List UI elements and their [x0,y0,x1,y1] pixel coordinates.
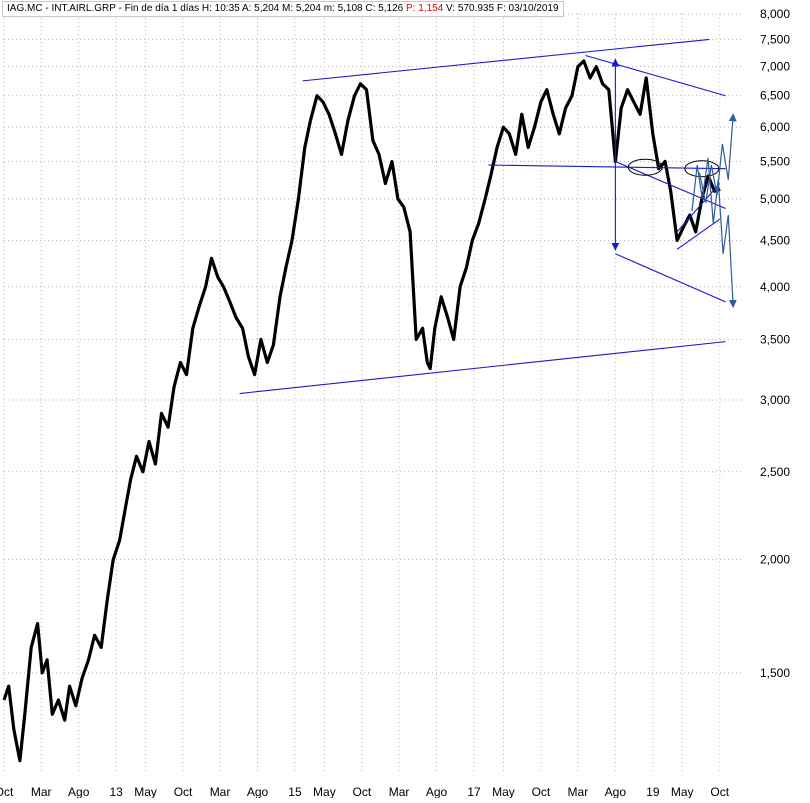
x-tick-label: Mar [389,785,410,798]
price-line [2,59,721,763]
x-tick-label: May [492,785,515,798]
highlight-ellipse [684,160,720,178]
trendline [676,218,721,250]
x-tick-label: Mar [31,785,52,798]
y-tick-label: 1,500 [760,666,790,680]
y-tick-label: 5,000 [760,192,790,206]
x-tick-label: Ago [247,785,269,798]
y-tick-label: 7,500 [760,32,790,46]
x-tick-label: Mar [568,785,589,798]
x-tick-label: 19 [646,785,660,798]
x-tick-label: May [313,785,336,798]
annotations [239,38,737,395]
y-tick-label: 2,000 [760,553,790,567]
header-close: C: 5,126 [365,3,404,14]
trendline [615,253,726,303]
projection-path [691,157,737,308]
x-tick-label: Oct [174,785,193,798]
x-tick-label: 15 [288,785,302,798]
y-axis: 8,000 7,500 7,000 6,500 6,000 5,500 5,000 4,500… [760,7,790,680]
y-tick-label: 4,000 [760,280,790,294]
trendline [585,54,726,97]
header-open: A: 5,204 [241,3,280,14]
x-axis: Oct Mar Ago 13 May Oct Mar Ago 15 May Oct Mar Ago 17 M… [0,785,730,799]
x-tick-label: 13 [110,785,124,798]
header-symbol: IAG.MC [7,3,43,14]
x-tick-label: 17 [467,785,481,798]
y-tick-label: 6,000 [760,120,790,134]
grid [3,13,742,774]
x-tick-label: May [671,785,694,798]
x-tick-label: Mar [210,785,231,798]
trendline [239,341,726,395]
header-interval: Fin de día 1 días [124,3,200,14]
x-tick-label: Oct [532,785,551,798]
y-tick-label: 4,500 [760,233,790,247]
x-tick-label: Oct [0,785,14,798]
highlight-ellipse [627,158,663,176]
x-tick-label: Ago [426,785,448,798]
x-tick-label: Oct [710,785,729,798]
projection-path [698,113,737,204]
header-high: M: 5,204 [282,3,321,14]
price-series [2,59,721,763]
x-tick-label: May [134,785,157,798]
y-tick-label: 3,000 [760,393,790,407]
header-low: m: 5,108 [323,3,363,14]
y-tick-label: 5,500 [760,154,790,168]
trendline [676,183,721,233]
x-tick-label: Ago [605,785,627,798]
x-tick-label: Oct [353,785,372,798]
x-tick-label: Ago [68,785,90,798]
y-tick-label: 8,000 [760,7,790,21]
trendline [615,160,726,210]
y-tick-label: 6,500 [760,89,790,103]
header-date: F: 03/10/2019 [496,3,559,14]
header-time: H: 10:35 [201,3,240,14]
y-tick-label: 7,000 [760,60,790,74]
y-tick-label: 2,500 [760,465,790,479]
y-tick-label: 3,500 [760,332,790,346]
header-change-value: : 1,154 [412,3,444,14]
header-name: INT.AIRL.GRP [51,3,116,14]
trendline [488,164,726,170]
header-change-label: P [406,3,413,14]
header-volume: V: 570.935 [446,3,495,14]
chart-header: IAG.MC - INT.AIRL.GRP - Fin de día 1 día… [2,1,564,17]
trendline [302,38,710,82]
